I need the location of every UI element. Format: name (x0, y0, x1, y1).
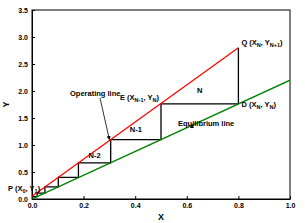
tick-label: 3.0 (18, 34, 28, 41)
plot-frame (32, 10, 290, 199)
tick-label: 3.5 (18, 7, 28, 14)
tick-mark (290, 196, 291, 199)
point-label: D (XN, YN) (241, 100, 276, 110)
tick-mark (32, 37, 35, 38)
tick-mark (32, 118, 35, 119)
tick: 0.8 (234, 196, 244, 209)
tick: 1.0 (18, 142, 35, 149)
tick-label: 0.2 (79, 202, 89, 209)
tick: 3.0 (18, 34, 35, 41)
label-part: E (X (120, 93, 135, 102)
step-label: N-2 (89, 151, 101, 160)
tick: 2.5 (18, 61, 35, 68)
label-part: , Y (143, 93, 152, 102)
tick-label: 2.5 (18, 61, 28, 68)
label-part: D (X (241, 100, 256, 109)
label-part: P (X (8, 184, 22, 193)
axis-line (32, 11, 33, 200)
point-label: E (XN-1, YN) (120, 93, 160, 103)
equilibrium-line (32, 80, 290, 199)
axis-line (33, 199, 291, 200)
tick-label: 1.0 (286, 202, 296, 209)
series-label: Operating line (70, 89, 120, 98)
label-part: , Y (260, 100, 269, 109)
marks (32, 48, 290, 199)
tick: 0.6 (182, 196, 192, 209)
point-label: Q (XN, YN+1) (241, 38, 283, 48)
tick: 1.5 (18, 115, 35, 122)
label-part: ) (280, 38, 283, 47)
label-part: ) (38, 184, 41, 193)
tick-label: 0.8 (234, 202, 244, 209)
subscript: N+1 (270, 42, 280, 48)
tick-label: 0.4 (131, 202, 141, 209)
tick-label: 2.0 (18, 88, 28, 95)
tick: 0.5 (18, 169, 35, 176)
tick: 0.4 (131, 196, 141, 209)
tick-label: 1.0 (18, 142, 28, 149)
tick-mark (32, 91, 35, 92)
tick-label: 0.0 (18, 196, 28, 203)
y-axis: 0.0 0.5 1.0 1.5 2.0 2.5 3.0 3.5 (18, 7, 35, 203)
tick-mark (32, 199, 35, 200)
label-part: ) (273, 100, 276, 109)
chart: 0.0 0.2 0.4 0.6 0.8 1.0 0.0 0.5 1.0 1.5 2.0 2.5 3.0 3… (0, 0, 305, 223)
x-axis: 0.0 0.2 0.4 0.6 0.8 1.0 (28, 196, 296, 209)
label-part: , Y (261, 38, 270, 47)
tick: 0.2 (79, 196, 89, 209)
tick-label: 0.0 (28, 202, 38, 209)
tick-label: 0.5 (18, 169, 28, 176)
label-part: , Y (26, 184, 35, 193)
label-part: Q (X (241, 38, 256, 47)
tick-label: 1.5 (18, 115, 28, 122)
tick: 1.0 (286, 196, 296, 209)
tick-mark (135, 196, 136, 199)
step-label: N-1 (130, 125, 142, 134)
tick-mark (32, 172, 35, 173)
label-arrow (191, 124, 192, 128)
plot: 0.0 0.2 0.4 0.6 0.8 1.0 0.0 0.5 1.0 1.5 2.0 2.5 3.0 3… (8, 7, 295, 209)
point-label: P (X0, Y1) (8, 184, 41, 194)
x-axis-title: X (158, 212, 164, 222)
tick: 2.0 (18, 88, 35, 95)
tick-mark (32, 64, 35, 65)
annotations: Q (XN, YN+1)D (XN, YN)E (XN-1, YN)P (X0,… (8, 38, 283, 195)
step-label: N (197, 86, 202, 95)
tick-mark (84, 196, 85, 199)
subscript: N-1 (135, 97, 144, 103)
tick-mark (32, 145, 35, 146)
tick-mark (32, 10, 35, 11)
staircase (32, 48, 238, 197)
tick: 3.5 (18, 7, 35, 14)
label-part: ) (157, 93, 160, 102)
series-label: Equilibrium line (178, 119, 234, 128)
tick-mark (187, 196, 188, 199)
tick-mark (238, 196, 239, 199)
y-axis-title: Y (1, 101, 11, 107)
tick-label: 0.6 (182, 202, 192, 209)
label-arrow (100, 98, 109, 140)
operating-line (32, 48, 238, 197)
